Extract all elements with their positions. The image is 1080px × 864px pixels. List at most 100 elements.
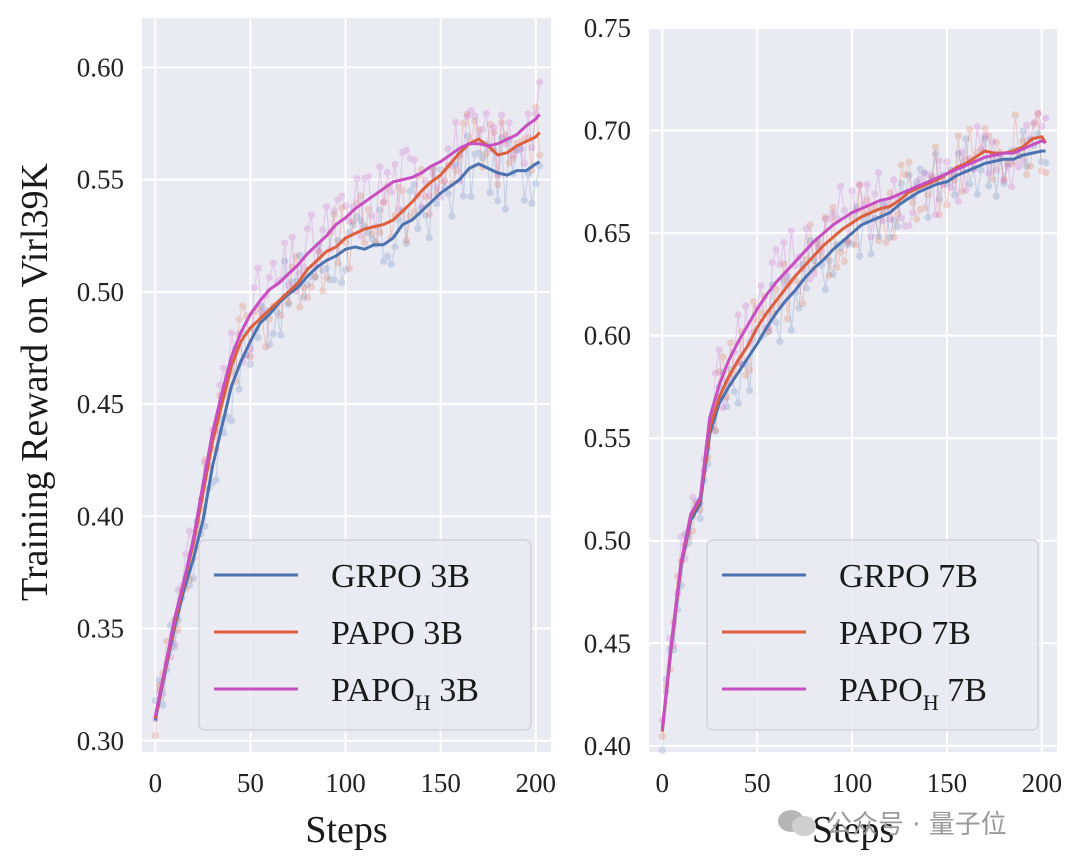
- raw-point: [829, 203, 837, 212]
- raw-point: [440, 176, 449, 185]
- raw-point: [360, 175, 369, 183]
- raw-point: [220, 364, 228, 372]
- raw-point: [863, 180, 871, 189]
- raw-point: [886, 233, 894, 241]
- raw-point: [383, 168, 391, 177]
- raw-point: [406, 155, 414, 163]
- y-axis-title: Training Reward on Virl39K: [14, 163, 56, 601]
- raw-point: [1038, 158, 1046, 166]
- raw-point: [307, 283, 315, 291]
- raw-point: [353, 213, 361, 221]
- raw-point: [189, 574, 197, 583]
- raw-point: [1034, 109, 1042, 118]
- legend-entry: PAPOH 3B: [331, 672, 479, 715]
- raw-point: [368, 212, 376, 220]
- raw-point: [303, 280, 312, 288]
- raw-point: [893, 222, 902, 231]
- chart-7b: 0 50 100 150 200 0.40 0.45 0.50 0.55 0.60 0.65 0.70…: [584, 13, 1062, 851]
- raw-point: [463, 110, 471, 118]
- raw-point: [239, 302, 247, 310]
- raw-point: [867, 233, 875, 241]
- raw-point: [429, 170, 437, 178]
- raw-point: [966, 180, 974, 188]
- raw-point: [802, 225, 811, 233]
- raw-point: [821, 213, 830, 221]
- raw-point: [185, 581, 194, 589]
- raw-point: [742, 302, 750, 310]
- raw-point: [878, 217, 887, 225]
- raw-point: [395, 205, 403, 213]
- raw-point: [776, 337, 784, 345]
- raw-point: [1023, 121, 1031, 129]
- raw-point: [825, 271, 833, 280]
- raw-point: [303, 294, 312, 302]
- raw-point: [269, 330, 277, 338]
- raw-point: [353, 175, 361, 183]
- raw-point: [1042, 159, 1050, 167]
- raw-point: [856, 252, 864, 260]
- raw-point: [357, 192, 365, 200]
- raw-point: [745, 366, 754, 374]
- raw-point: [330, 207, 338, 215]
- raw-point: [837, 248, 845, 257]
- raw-point: [973, 123, 981, 131]
- raw-point: [1038, 122, 1046, 130]
- raw-point: [992, 166, 1000, 174]
- raw-point: [897, 214, 905, 222]
- raw-point: [1007, 160, 1016, 168]
- raw-point: [856, 180, 864, 188]
- raw-point: [478, 154, 487, 162]
- raw-point: [719, 404, 727, 412]
- raw-point: [1011, 111, 1019, 119]
- raw-point: [376, 206, 384, 214]
- raw-point: [448, 212, 456, 220]
- raw-point: [300, 263, 308, 271]
- raw-point: [463, 112, 471, 120]
- raw-point: [772, 318, 780, 327]
- raw-point: [254, 334, 262, 342]
- raw-point: [962, 186, 970, 194]
- raw-point: [1042, 168, 1050, 177]
- raw-point: [475, 126, 483, 134]
- raw-point: [520, 160, 528, 168]
- raw-point: [890, 233, 898, 241]
- raw-point: [258, 302, 266, 310]
- legend-box: [706, 539, 1039, 731]
- legend: GRPO 3B PAPO 3B PAPOH 3B: [198, 539, 532, 731]
- raw-point: [901, 222, 909, 230]
- raw-point: [471, 112, 479, 120]
- raw-point: [399, 186, 407, 194]
- raw-point: [935, 195, 943, 204]
- raw-point: [723, 402, 731, 411]
- legend: GRPO 7B PAPO 7B PAPOH 7B: [706, 539, 1039, 731]
- raw-point: [277, 331, 285, 339]
- raw-point: [341, 266, 350, 274]
- raw-point: [319, 266, 327, 275]
- raw-point: [532, 180, 540, 188]
- raw-point: [840, 257, 849, 266]
- raw-point: [246, 360, 255, 368]
- raw-point: [322, 203, 331, 211]
- raw-point: [867, 250, 875, 258]
- raw-point: [288, 278, 296, 286]
- raw-point: [360, 239, 369, 247]
- raw-point: [497, 111, 506, 119]
- series-line-papo: [153, 131, 541, 719]
- raw-point: [425, 211, 433, 219]
- raw-point: [467, 107, 475, 115]
- raw-point: [715, 368, 723, 376]
- raw-point: [886, 189, 894, 197]
- raw-point: [452, 167, 460, 175]
- raw-point: [357, 217, 365, 225]
- raw-point: [1030, 120, 1038, 128]
- raw-point: [727, 339, 735, 347]
- chart-3b: 0 50 100 150 200 0.30 0.35 0.40 0.45 0.50 0.55 0.60…: [77, 18, 556, 851]
- raw-point: [935, 211, 943, 219]
- raw-point: [379, 199, 388, 207]
- raw-point: [1034, 129, 1042, 138]
- raw-point: [829, 270, 837, 279]
- x-tick-label: 50: [744, 768, 771, 798]
- raw-point: [783, 272, 792, 280]
- raw-point: [856, 181, 864, 189]
- raw-point: [300, 293, 308, 301]
